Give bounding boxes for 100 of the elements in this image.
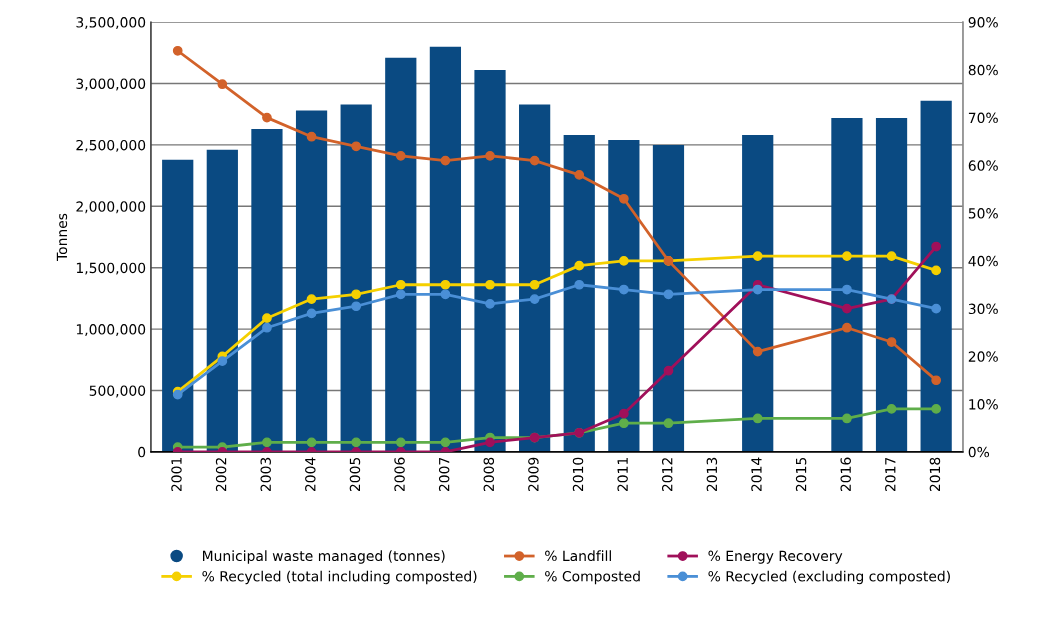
point	[395, 279, 406, 290]
point	[752, 284, 763, 295]
point	[752, 413, 763, 424]
point	[931, 303, 942, 314]
point	[529, 155, 540, 166]
x-tick-label: 2016	[840, 457, 851, 492]
point	[351, 141, 362, 152]
point	[842, 284, 852, 295]
point	[663, 365, 674, 376]
bar	[608, 140, 640, 452]
point	[440, 279, 451, 290]
legend-label: % Composted	[545, 570, 640, 585]
bar	[563, 135, 595, 452]
y-axis-title: Tonnes	[56, 213, 68, 262]
point	[842, 413, 852, 424]
point	[485, 437, 495, 448]
point	[842, 322, 852, 333]
point	[663, 418, 674, 429]
bar	[742, 135, 774, 452]
bar	[251, 128, 283, 452]
point	[440, 155, 451, 166]
y2-tick-label: 20%	[968, 351, 998, 362]
point	[842, 251, 852, 261]
point	[618, 193, 629, 204]
point	[262, 313, 272, 324]
point	[931, 241, 942, 252]
point	[440, 289, 451, 300]
point	[886, 251, 897, 261]
x-tick-label: 2002	[215, 458, 227, 492]
bar	[206, 149, 238, 452]
point	[306, 131, 317, 142]
y-tick-label: 2,000,000	[76, 201, 146, 214]
point	[752, 251, 763, 261]
y-tick-label: 0	[138, 446, 146, 458]
y2-tick-label: 30%	[968, 303, 998, 315]
point	[752, 346, 763, 357]
x-tick-label: 2013	[706, 457, 718, 492]
point	[306, 308, 317, 319]
bar	[429, 46, 462, 452]
y-tick-label: 2,500,000	[76, 139, 146, 152]
bar	[519, 104, 551, 452]
bar	[385, 57, 417, 452]
y2-tick-label: 0%	[968, 446, 990, 458]
point	[395, 289, 406, 300]
point	[886, 337, 897, 347]
point	[306, 437, 317, 448]
bar	[340, 104, 372, 452]
bar	[875, 117, 908, 452]
x-tick-label: 2014	[751, 457, 762, 492]
point	[172, 45, 183, 56]
point	[529, 294, 540, 304]
point	[217, 356, 228, 367]
point	[440, 437, 451, 448]
x-tick-label: 2005	[349, 457, 361, 492]
point	[262, 322, 272, 333]
x-tick-label: 2009	[528, 457, 539, 492]
point	[351, 301, 362, 312]
x-tick-label: 2006	[394, 457, 405, 492]
y-tick-label: 3,500,000	[76, 17, 146, 30]
point	[574, 170, 585, 180]
point	[485, 279, 495, 290]
x-tick-label: 2001	[171, 458, 182, 492]
y2-tick-label: 40%	[968, 255, 998, 267]
x-tick-label: 2008	[483, 457, 495, 492]
x-tick-label: 2011	[617, 458, 628, 492]
y2-tick-label: 10%	[969, 399, 998, 410]
y2-tick-label: 90%	[968, 17, 998, 28]
point	[618, 408, 629, 419]
bar	[652, 144, 685, 452]
point	[395, 150, 406, 161]
y2-tick-label: 80%	[968, 64, 998, 76]
point	[351, 289, 362, 300]
x-tick-label: 2012	[661, 458, 673, 492]
y2-tick-label: 60%	[968, 160, 998, 171]
point	[574, 260, 585, 271]
legend-label: Municipal waste managed (tonnes)	[202, 550, 445, 564]
x-tick-label: 2018	[929, 457, 941, 492]
y2-tick-label: 70%	[968, 112, 998, 124]
legend-label: % Recycled (excluding composted)	[708, 570, 950, 585]
point	[262, 112, 272, 123]
bar	[920, 100, 952, 452]
x-tick-label: 2003	[260, 457, 271, 492]
point	[931, 404, 942, 414]
legend-label: % Recycled (total including composted)	[202, 570, 477, 585]
point	[262, 437, 272, 448]
point	[931, 265, 942, 276]
point	[395, 437, 406, 448]
y-tick-label: 3,000,000	[76, 78, 146, 91]
legend-label: % Energy Recovery	[708, 550, 843, 564]
point	[485, 298, 495, 309]
bar	[831, 117, 863, 452]
bar	[162, 159, 194, 452]
point	[306, 294, 317, 304]
bar	[295, 110, 328, 452]
y-tick-label: 500,000	[89, 385, 146, 398]
point	[485, 150, 495, 161]
point	[618, 284, 629, 295]
point	[663, 289, 674, 300]
point	[618, 418, 629, 429]
x-tick-label: 2010	[572, 457, 584, 492]
